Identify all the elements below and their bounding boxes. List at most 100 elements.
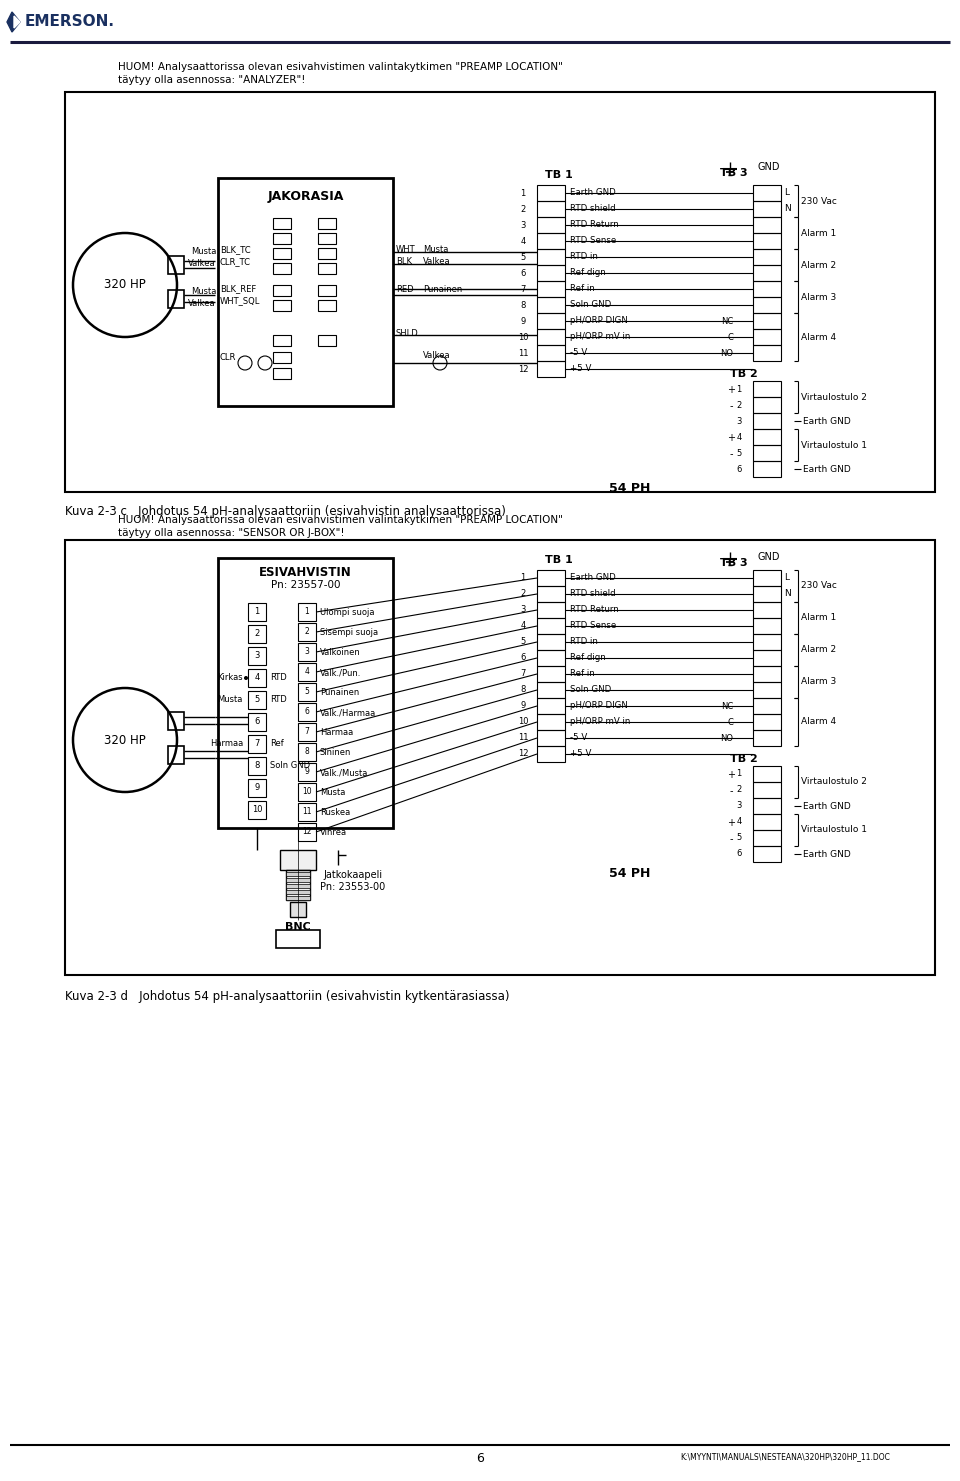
Bar <box>273 247 291 259</box>
Bar <box>273 352 291 363</box>
Text: 3: 3 <box>736 801 742 810</box>
Text: Musta: Musta <box>320 788 346 797</box>
Text: 3: 3 <box>254 652 260 661</box>
Bar <box>753 397 781 413</box>
Text: 5: 5 <box>304 687 309 696</box>
Bar <box>286 869 310 900</box>
Bar <box>537 201 565 218</box>
Text: Soln GND: Soln GND <box>570 301 612 310</box>
Text: 4: 4 <box>736 818 742 826</box>
Text: N: N <box>784 204 791 213</box>
Text: 12: 12 <box>302 828 312 837</box>
Bar <box>753 218 781 233</box>
Text: HUOM! Analysaattorissa olevan esivahvistimen valintakytkimen "PREAMP LOCATION": HUOM! Analysaattorissa olevan esivahvist… <box>118 515 563 524</box>
Text: 10: 10 <box>517 717 528 727</box>
Bar <box>753 281 781 298</box>
Text: WHT: WHT <box>396 246 416 255</box>
Bar <box>537 233 565 249</box>
Bar <box>273 335 291 347</box>
Bar <box>168 746 184 764</box>
Text: C: C <box>727 718 733 727</box>
Bar <box>298 643 316 661</box>
Text: Kuva 2-3 d   Johdotus 54 pH-analysaattoriin (esivahvistin kytkentärasiassa): Kuva 2-3 d Johdotus 54 pH-analysaattorii… <box>65 989 510 1003</box>
Text: täytyy olla asennossa: "SENSOR OR J-BOX"!: täytyy olla asennossa: "SENSOR OR J-BOX"… <box>118 529 345 538</box>
Text: +: + <box>727 385 735 395</box>
Bar <box>273 264 291 274</box>
Bar <box>753 698 781 714</box>
Bar <box>753 634 781 650</box>
Text: CLR_TC: CLR_TC <box>220 258 251 267</box>
Text: Valkea: Valkea <box>188 299 216 308</box>
Text: 3: 3 <box>520 221 526 230</box>
Text: RTD shield: RTD shield <box>570 204 615 213</box>
Text: pH/ORP mV in: pH/ORP mV in <box>570 332 631 341</box>
Text: 8: 8 <box>520 301 526 310</box>
Text: 6: 6 <box>736 465 742 474</box>
Bar <box>753 429 781 444</box>
Text: Virtaulostulo 2: Virtaulostulo 2 <box>801 392 867 401</box>
Bar <box>318 218 336 230</box>
Bar <box>298 683 316 701</box>
Bar <box>753 413 781 429</box>
Text: 4: 4 <box>254 674 259 683</box>
Text: WHT_SQL: WHT_SQL <box>220 296 260 305</box>
Text: pH/ORP mV in: pH/ORP mV in <box>570 717 631 726</box>
Text: RTD in: RTD in <box>570 637 598 646</box>
Bar <box>753 312 781 329</box>
Text: pH/ORP DIGN: pH/ORP DIGN <box>570 315 628 324</box>
Text: 8: 8 <box>304 748 309 757</box>
Bar <box>753 650 781 666</box>
Text: RTD in: RTD in <box>570 252 598 261</box>
Text: CLR: CLR <box>220 354 236 363</box>
Polygon shape <box>14 16 20 28</box>
Bar <box>273 218 291 230</box>
Bar <box>753 829 781 846</box>
Text: 11: 11 <box>302 807 312 816</box>
Text: -: - <box>730 401 732 412</box>
Bar <box>537 681 565 698</box>
Text: 5: 5 <box>520 637 526 647</box>
Text: 5: 5 <box>520 252 526 262</box>
Bar <box>753 714 781 730</box>
Bar <box>248 757 266 775</box>
Text: Harmaa: Harmaa <box>209 739 243 748</box>
Bar <box>248 647 266 665</box>
Text: Earth GND: Earth GND <box>570 188 615 197</box>
Text: TB 1: TB 1 <box>545 555 573 564</box>
Bar <box>537 570 565 586</box>
Text: NO: NO <box>720 350 733 358</box>
Bar <box>298 703 316 721</box>
Text: RTD shield: RTD shield <box>570 589 615 598</box>
Text: C: C <box>727 333 733 342</box>
Text: 4: 4 <box>304 668 309 677</box>
Text: Alarm 4: Alarm 4 <box>801 717 836 727</box>
Text: 230 Vac: 230 Vac <box>801 582 837 591</box>
Text: TB 2: TB 2 <box>730 369 757 379</box>
Circle shape <box>244 675 248 680</box>
Bar <box>753 815 781 829</box>
Bar <box>753 681 781 698</box>
Text: 1: 1 <box>736 385 742 394</box>
Text: -: - <box>730 834 732 844</box>
Text: Valkea: Valkea <box>188 259 216 268</box>
Bar <box>318 233 336 244</box>
Bar <box>273 284 291 296</box>
Text: Ref: Ref <box>270 739 284 748</box>
Text: 6: 6 <box>520 653 526 662</box>
Text: Musta: Musta <box>218 696 243 705</box>
Text: NC: NC <box>721 702 733 711</box>
Bar <box>753 381 781 397</box>
Bar <box>537 312 565 329</box>
Text: TB 3: TB 3 <box>720 558 748 569</box>
Text: 4: 4 <box>520 237 526 246</box>
Bar <box>318 335 336 347</box>
Text: ESIVAHVISTIN: ESIVAHVISTIN <box>259 566 352 579</box>
Text: 4: 4 <box>520 622 526 631</box>
Bar <box>290 902 306 917</box>
Text: 10: 10 <box>252 806 262 815</box>
Text: RTD Sense: RTD Sense <box>570 235 616 244</box>
Bar <box>286 896 310 900</box>
Text: Ruskea: Ruskea <box>320 809 350 818</box>
Bar <box>273 233 291 244</box>
Text: Alarm 1: Alarm 1 <box>801 613 836 622</box>
